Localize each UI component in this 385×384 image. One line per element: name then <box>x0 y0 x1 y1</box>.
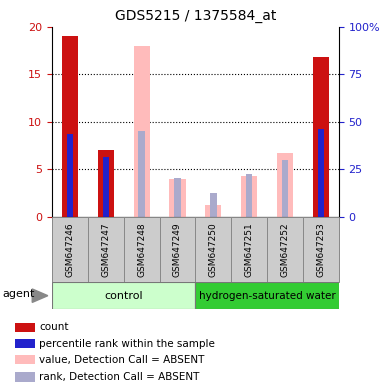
Bar <box>98 151 114 217</box>
Bar <box>174 178 181 217</box>
Text: agent: agent <box>3 289 35 300</box>
Bar <box>282 160 288 217</box>
Bar <box>15 372 35 382</box>
Bar <box>313 57 329 217</box>
Text: control: control <box>104 291 143 301</box>
Text: percentile rank within the sample: percentile rank within the sample <box>39 339 215 349</box>
Bar <box>303 217 339 282</box>
Text: GSM647253: GSM647253 <box>316 222 325 277</box>
Bar <box>88 217 124 282</box>
Bar <box>124 217 159 282</box>
Bar <box>102 157 109 217</box>
Text: GSM647252: GSM647252 <box>281 222 290 277</box>
Text: count: count <box>39 322 69 332</box>
Bar <box>246 174 253 217</box>
Bar <box>52 282 195 309</box>
Text: rank, Detection Call = ABSENT: rank, Detection Call = ABSENT <box>39 372 199 382</box>
Bar <box>62 36 78 217</box>
Text: value, Detection Call = ABSENT: value, Detection Call = ABSENT <box>39 355 204 365</box>
Bar <box>195 282 339 309</box>
Title: GDS5215 / 1375584_at: GDS5215 / 1375584_at <box>115 9 276 23</box>
Bar <box>231 217 267 282</box>
Bar <box>241 176 257 217</box>
Bar <box>15 339 35 348</box>
Bar <box>138 131 145 217</box>
Text: GSM647250: GSM647250 <box>209 222 218 277</box>
Bar <box>15 323 35 332</box>
Bar <box>159 217 196 282</box>
Bar <box>195 217 231 282</box>
Bar <box>134 46 150 217</box>
Text: GSM647248: GSM647248 <box>137 222 146 277</box>
Bar <box>67 134 73 217</box>
Text: GSM647247: GSM647247 <box>101 222 110 277</box>
Bar <box>318 129 324 217</box>
Bar <box>52 217 88 282</box>
Text: GSM647249: GSM647249 <box>173 222 182 277</box>
Text: GSM647251: GSM647251 <box>244 222 254 277</box>
Text: hydrogen-saturated water: hydrogen-saturated water <box>199 291 335 301</box>
Bar <box>205 205 221 217</box>
Bar <box>267 217 303 282</box>
Bar <box>169 179 186 217</box>
Bar <box>210 193 216 217</box>
Bar <box>15 355 35 364</box>
Text: GSM647246: GSM647246 <box>65 222 74 277</box>
Bar <box>277 153 293 217</box>
Polygon shape <box>32 289 48 303</box>
